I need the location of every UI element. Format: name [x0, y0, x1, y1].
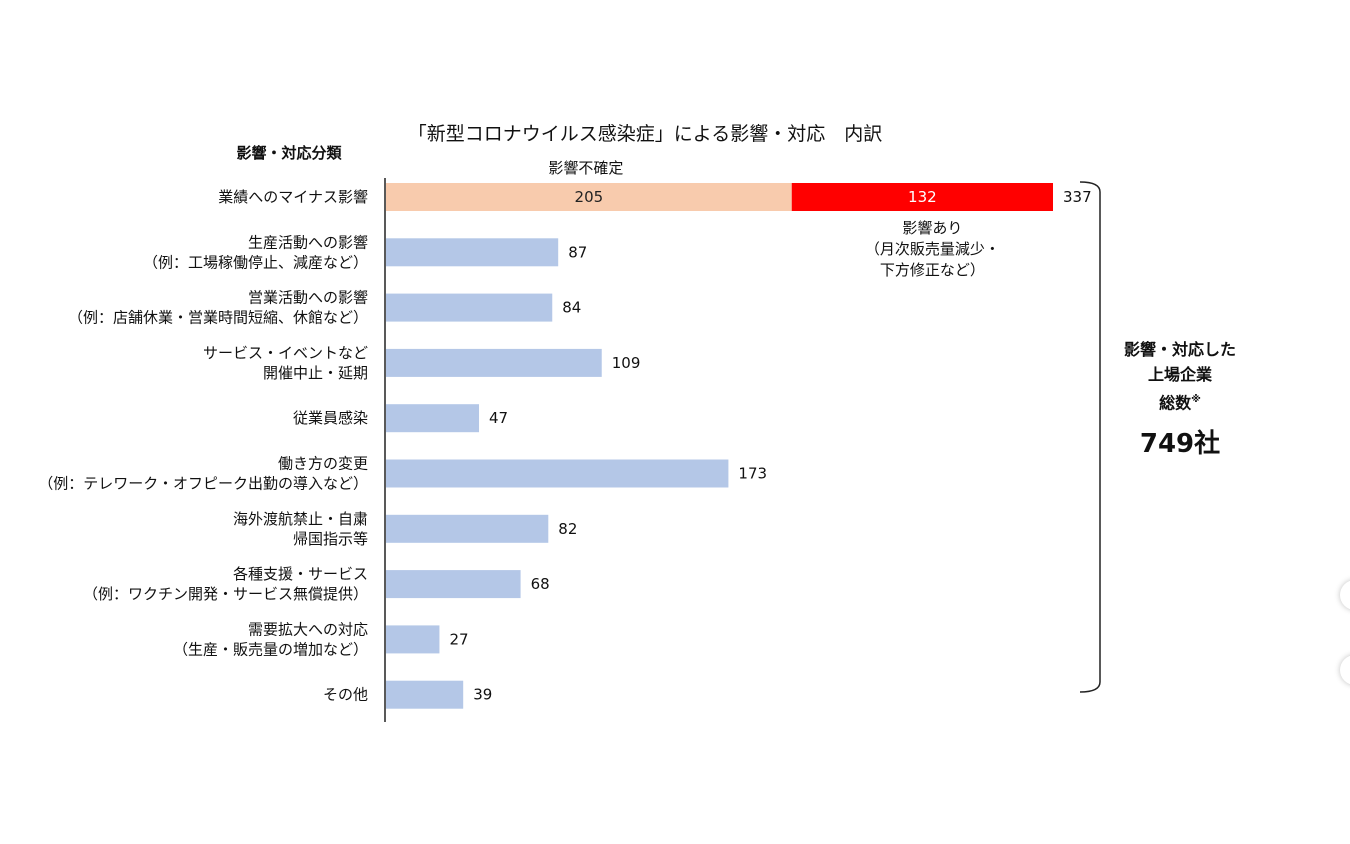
segment-value-label: 132 [908, 188, 937, 206]
total-label-line-3: 総数※ [1100, 387, 1260, 415]
bar [386, 348, 602, 377]
segment-value-label: 205 [575, 188, 604, 206]
impact-confirmed-label: 下方修正など） [880, 261, 985, 279]
category-label: 業績へのマイナス影響 [218, 188, 368, 206]
uncertain-impact-label: 影響不確定 [548, 159, 623, 177]
bar-value-label: 27 [449, 630, 468, 648]
bar [386, 625, 440, 654]
impact-confirmed-label: 影響あり [902, 219, 962, 237]
category-label: 生産活動への影響 [248, 233, 368, 251]
category-label: （例：工場稼働停止、減産など） [143, 253, 368, 271]
total-label-line-1: 影響・対応した [1123, 340, 1236, 359]
total-label-line-2: 上場企業 [1147, 365, 1212, 384]
total-value-label: 337 [1063, 188, 1092, 206]
impact-confirmed-label: （月次販売量減少・ [865, 240, 1000, 258]
total-companies-value: 749社 [1139, 429, 1221, 460]
category-label: 営業活動への影響 [248, 289, 368, 307]
bar-value-label: 173 [738, 465, 767, 483]
bar-value-label: 68 [531, 575, 550, 593]
bar [386, 459, 729, 488]
edge-control-button-2[interactable] [1340, 655, 1350, 685]
total-companies-box: 影響・対応した 上場企業 総数※ 749社 [1100, 337, 1260, 460]
total-bracket [1079, 181, 1101, 693]
category-label: 働き方の変更 [278, 455, 368, 473]
category-label: （例：ワクチン開発・サービス無償提供） [83, 585, 368, 603]
bar [386, 293, 553, 322]
chart-title: 「新型コロナウイルス感染症」による影響・対応 内訳 [408, 123, 882, 145]
bar-value-label: 82 [558, 520, 577, 538]
bar-value-label: 39 [473, 686, 492, 704]
category-label: 開催中止・延期 [263, 364, 368, 382]
category-label: （生産・販売量の増加など） [173, 640, 368, 658]
bar [386, 570, 521, 599]
bar-value-label: 87 [568, 243, 587, 261]
category-label: 従業員感染 [293, 409, 368, 427]
category-label: 海外渡航禁止・自粛 [233, 510, 368, 528]
bar [386, 514, 549, 543]
bar-value-label: 84 [562, 299, 581, 317]
category-label: その他 [323, 686, 368, 704]
category-label: サービス・イベントなど [203, 344, 368, 362]
stacked-bar-segment [791, 183, 1053, 211]
category-label: 需要拡大への対応 [248, 620, 368, 638]
stacked-bar-segment [386, 183, 792, 211]
footnote-mark: ※ [1191, 394, 1201, 405]
category-label: （例：テレワーク・オフピーク出勤の導入など） [38, 475, 368, 493]
edge-control-button-1[interactable] [1340, 580, 1350, 610]
bar [386, 404, 480, 433]
bar-value-label: 109 [612, 354, 641, 372]
bar-value-label: 47 [489, 409, 508, 427]
total-label-text: 総数 [1159, 393, 1192, 413]
category-axis-title: 影響・対応分類 [236, 144, 342, 162]
category-label: （例：店舗休業・営業時間短縮、休館など） [68, 309, 368, 327]
bar [386, 680, 464, 709]
category-label: 各種支援・サービス [233, 565, 368, 583]
bar [386, 238, 559, 267]
category-label: 帰国指示等 [293, 530, 368, 548]
